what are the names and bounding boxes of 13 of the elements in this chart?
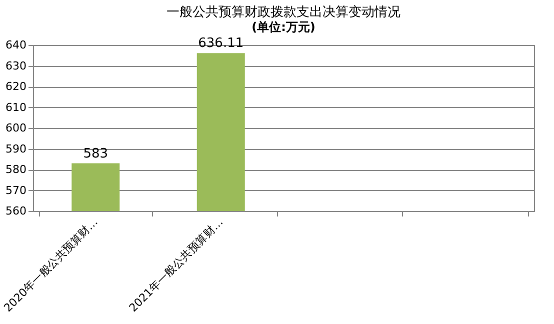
data-label: 583: [83, 146, 108, 162]
y-tick-label: 600: [6, 122, 26, 134]
data-label: 636.11: [198, 36, 244, 52]
y-tick-label: 620: [6, 80, 26, 93]
y-tick-label: 560: [6, 204, 26, 218]
y-tick-label: 570: [6, 184, 26, 197]
chart-title: 一般公共预算财政拨款支出决算变动情况: [166, 5, 400, 20]
y-tick-label: 590: [6, 142, 26, 156]
y-tick-label: 630: [6, 59, 26, 72]
y-tick-label: 610: [6, 100, 26, 114]
y-tick-label: 580: [6, 163, 26, 176]
y-tick-label: 640: [6, 38, 26, 52]
chart-subtitle: (单位:万元): [252, 20, 316, 34]
